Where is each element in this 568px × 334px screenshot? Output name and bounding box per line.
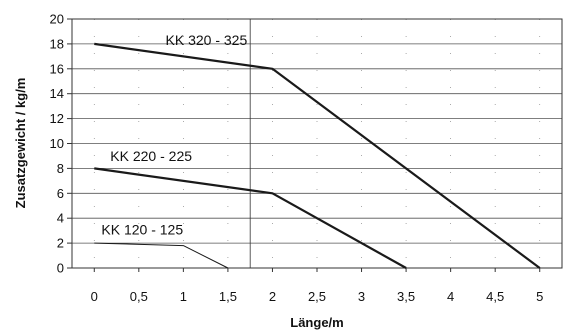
x-tick-label-8: 4	[447, 289, 454, 304]
x-tick-label-2: 1	[180, 289, 187, 304]
y-tick-label-6: 12	[50, 111, 64, 126]
y-tick-label-9: 18	[50, 36, 64, 51]
y-tick-label-3: 6	[57, 186, 64, 201]
x-tick-label-9: 4,5	[486, 289, 504, 304]
x-tick-label-4: 2	[269, 289, 276, 304]
x-tick-label-10: 5	[536, 289, 543, 304]
x-tick-label-5: 2,5	[308, 289, 326, 304]
y-tick-label-8: 16	[50, 61, 64, 76]
y-tick-label-10: 20	[50, 12, 64, 27]
x-axis-label: Länge/m	[290, 315, 343, 330]
y-ticks: 0 2 4 6 8 10 12 14 16 18 20	[50, 12, 72, 276]
series-label-2: KK 220 - 225	[110, 148, 192, 164]
series-label-1: KK 320 - 325	[166, 32, 248, 48]
x-tick-label-7: 3,5	[397, 289, 415, 304]
x-tick-label-3: 1,5	[219, 289, 237, 304]
y-tick-label-4: 8	[57, 161, 64, 176]
series-label-3: KK 120 - 125	[101, 221, 183, 237]
y-tick-label-0: 0	[57, 261, 64, 276]
x-tick-label-1: 0,5	[130, 289, 148, 304]
y-tick-label-1: 2	[57, 236, 64, 251]
x-ticks: 0 0,5 1 1,5 2 2,5 3 3,5 4 4,5 5	[91, 268, 544, 304]
x-tick-label-6: 3	[358, 289, 365, 304]
y-axis-label: Zusatzgewicht / kg/m	[13, 78, 28, 209]
y-tick-label-7: 14	[50, 86, 64, 101]
y-tick-label-2: 4	[57, 211, 64, 226]
y-tick-label-5: 10	[50, 136, 64, 151]
x-tick-label-0: 0	[91, 289, 98, 304]
series-line-3	[94, 243, 228, 268]
